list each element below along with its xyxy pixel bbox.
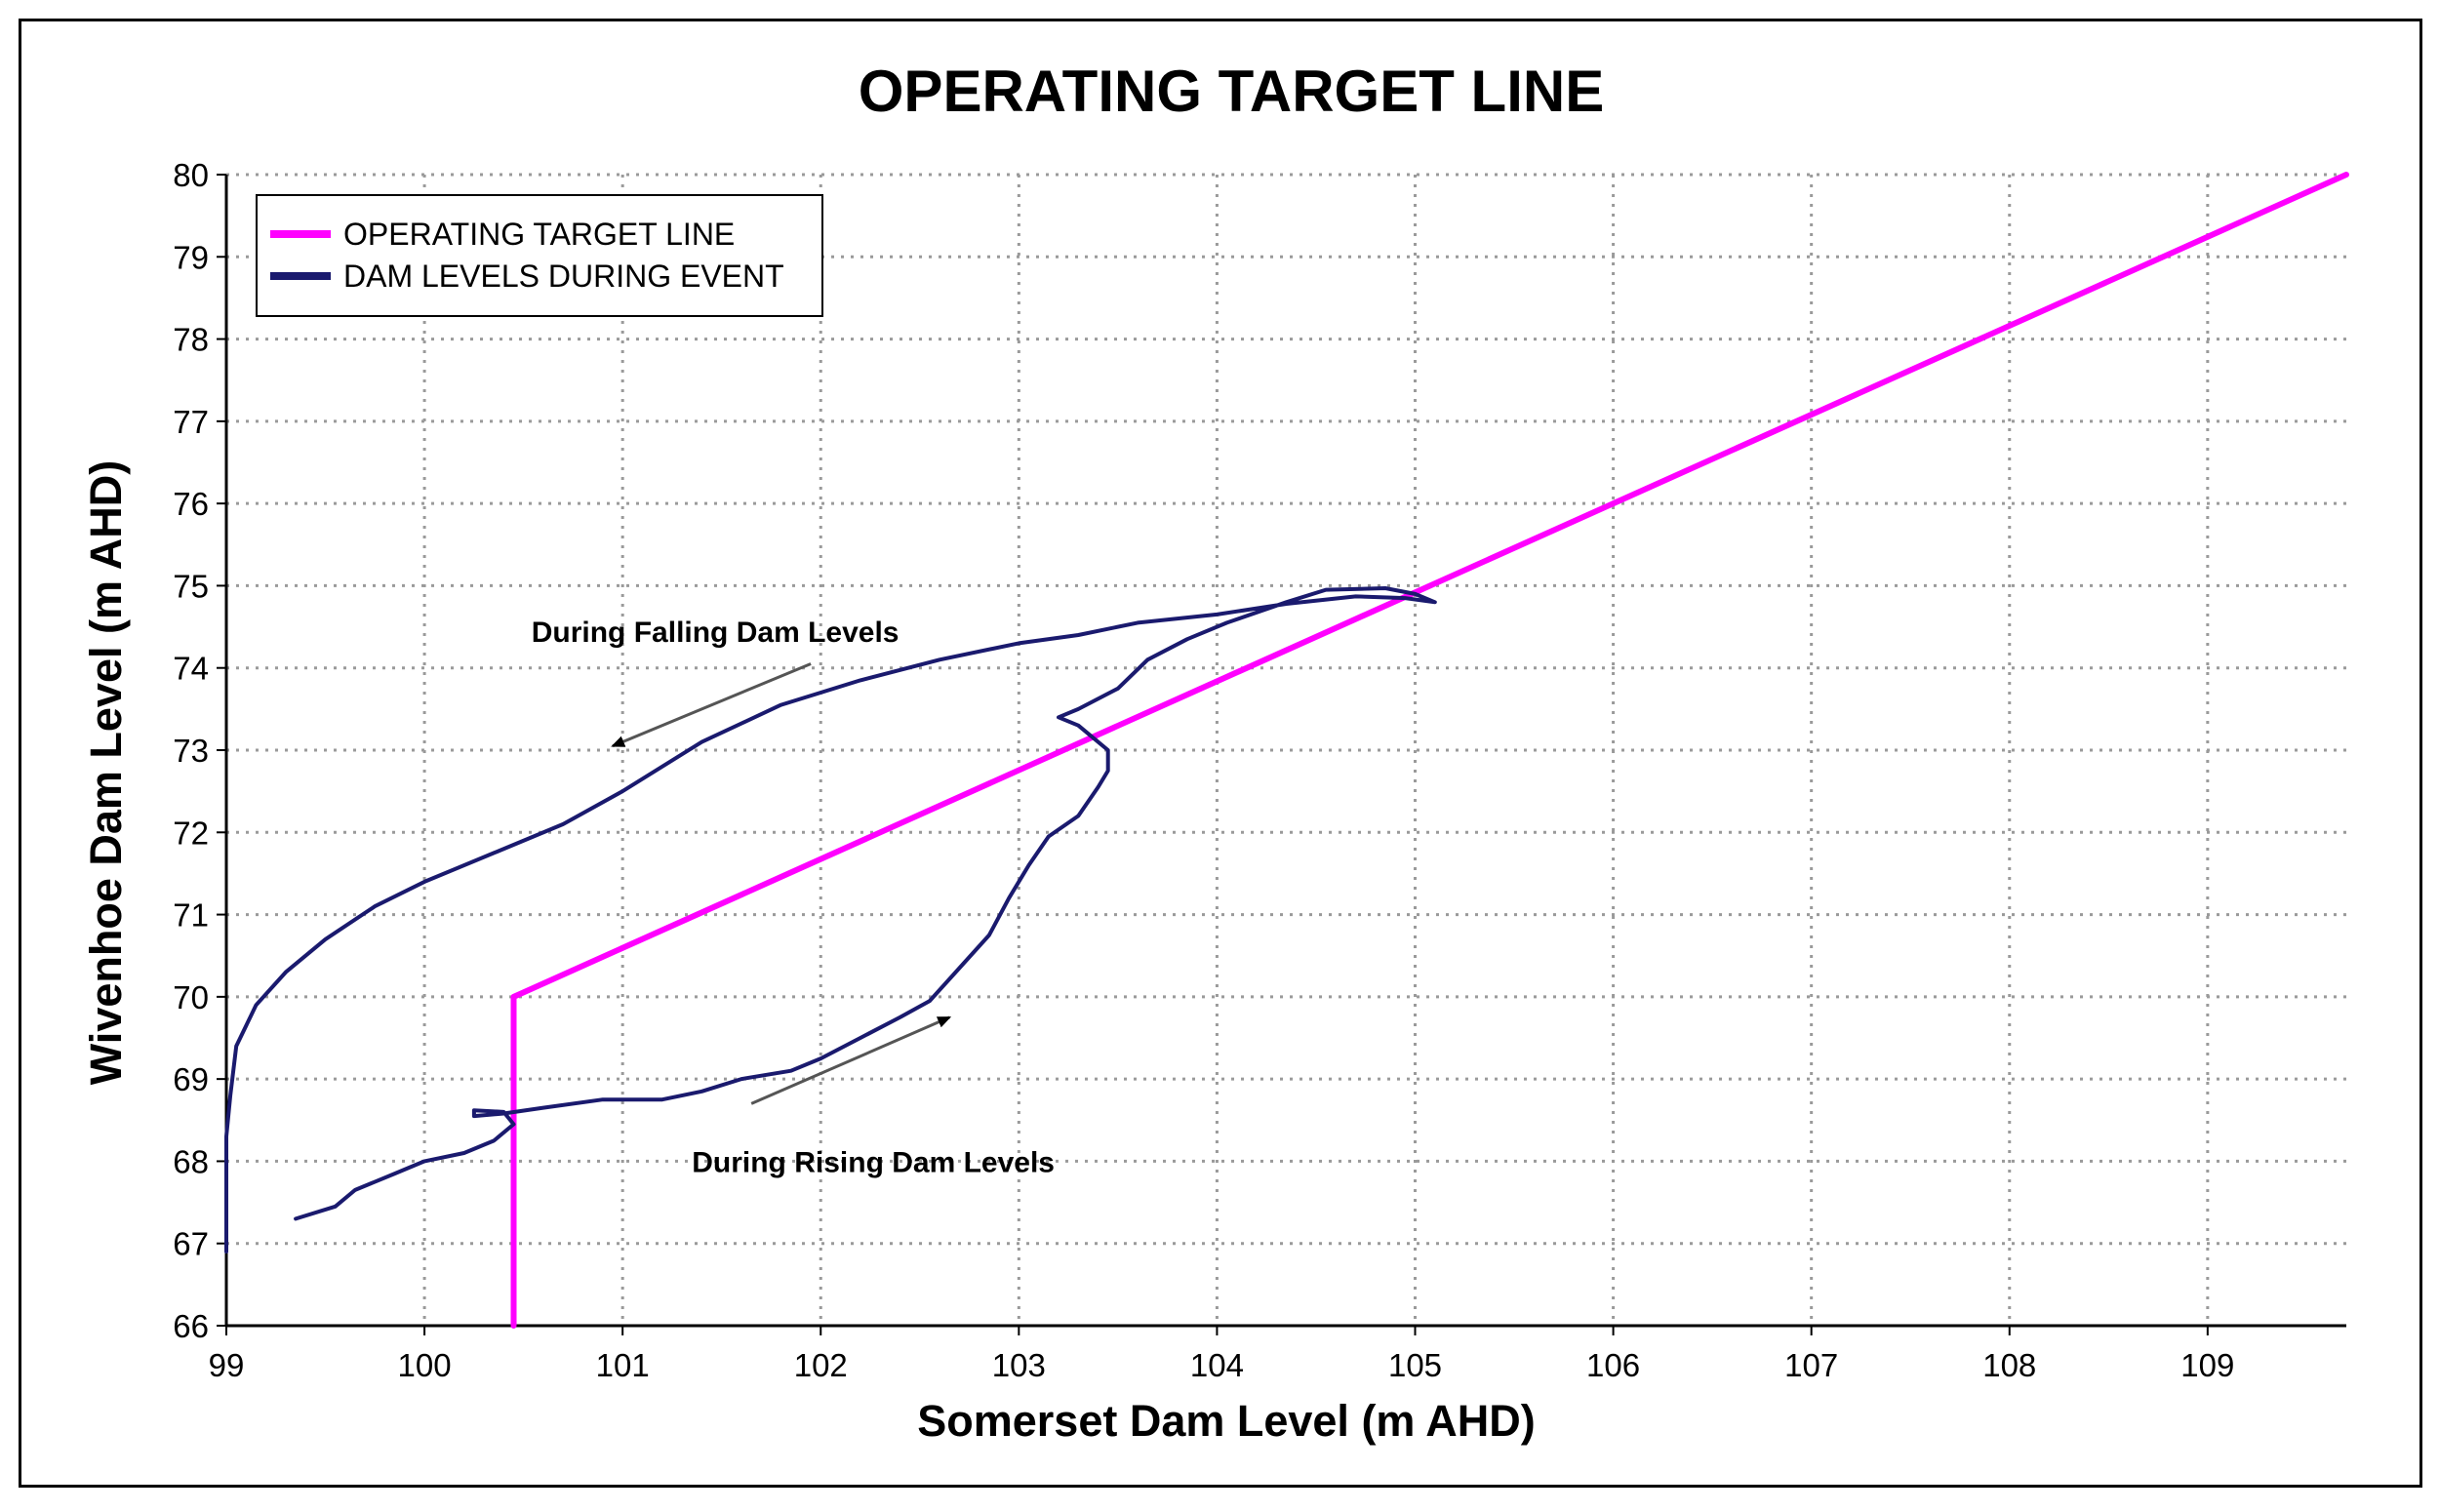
x-tick-label: 101 bbox=[596, 1347, 650, 1383]
legend-box bbox=[256, 194, 823, 317]
series-dam-levels-during-event bbox=[224, 586, 1437, 1254]
x-tick-label: 104 bbox=[1190, 1347, 1244, 1383]
y-tick-label: 80 bbox=[173, 157, 209, 193]
annotation-arrow bbox=[611, 662, 812, 748]
y-tick-label: 79 bbox=[173, 239, 209, 275]
legend-label: OPERATING TARGET LINE bbox=[343, 217, 735, 252]
y-tick-label: 74 bbox=[173, 651, 209, 687]
x-tick-label: 109 bbox=[2180, 1347, 2234, 1383]
y-tick-label: 78 bbox=[173, 322, 209, 358]
chart-title: OPERATING TARGET LINE bbox=[859, 59, 1604, 124]
x-tick-label: 99 bbox=[209, 1347, 245, 1383]
y-tick-label: 69 bbox=[173, 1061, 209, 1097]
x-tick-label: 103 bbox=[992, 1347, 1046, 1383]
y-tick-label: 68 bbox=[173, 1143, 209, 1179]
y-tick-label: 75 bbox=[173, 568, 209, 604]
chart-svg: OPERATING TARGET LINE 99 100 101 102 103 104 1… bbox=[81, 59, 2349, 1446]
x-tick-label: 100 bbox=[398, 1347, 452, 1383]
x-tick-label: 108 bbox=[1982, 1347, 2036, 1383]
legend: OPERATING TARGET LINE DAM LEVELS DURING E… bbox=[256, 194, 823, 317]
x-tick-label: 107 bbox=[1784, 1347, 1838, 1383]
annotation-label: During Falling Dam Levels bbox=[532, 617, 900, 649]
legend-label: DAM LEVELS DURING EVENT bbox=[343, 259, 784, 294]
y-axis-title: Wivenhoe Dam Level (m AHD) bbox=[81, 460, 131, 1086]
y-tick-label: 72 bbox=[173, 815, 209, 851]
y-tick-label: 70 bbox=[173, 979, 209, 1015]
x-axis-title: Somerset Dam Level (m AHD) bbox=[917, 1396, 1536, 1446]
x-tick-label: 105 bbox=[1388, 1347, 1442, 1383]
x-tick-label: 106 bbox=[1586, 1347, 1640, 1383]
chart-frame: OPERATING TARGET LINE 99 100 101 102 103 104 1… bbox=[19, 19, 2422, 1488]
tick-labels: 99 100 101 102 103 104 105 106 107 108 109 66 67 68 69… bbox=[173, 157, 2234, 1383]
series-lines bbox=[224, 172, 2349, 1329]
annotation-label: During Rising Dam Levels bbox=[692, 1146, 1055, 1178]
grid bbox=[226, 173, 2346, 1326]
y-tick-label: 73 bbox=[173, 733, 209, 769]
y-tick-label: 76 bbox=[173, 486, 209, 522]
y-tick-label: 66 bbox=[173, 1308, 209, 1344]
y-tick-label: 71 bbox=[173, 897, 209, 934]
x-tick-label: 102 bbox=[794, 1347, 848, 1383]
annotations: During Falling Dam Levels During Rising D… bbox=[532, 617, 1055, 1179]
y-tick-label: 67 bbox=[173, 1226, 209, 1262]
series-operating-target-line bbox=[510, 172, 2349, 1329]
y-tick-label: 77 bbox=[173, 404, 209, 440]
annotation-arrow bbox=[750, 1015, 952, 1105]
